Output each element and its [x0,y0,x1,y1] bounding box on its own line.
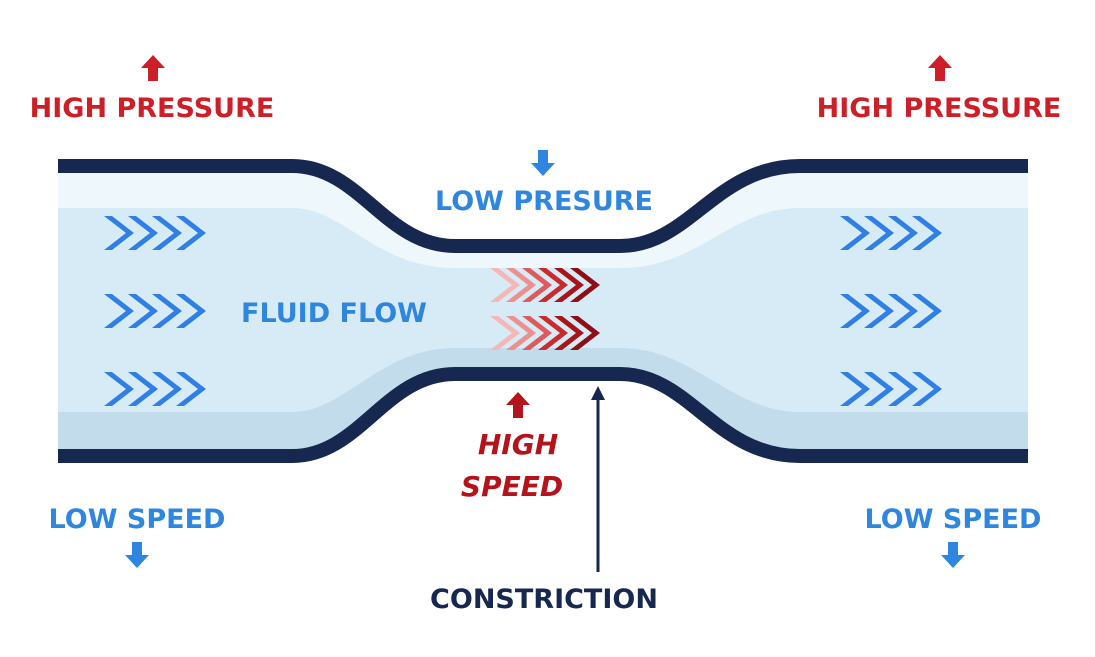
high-pressure-label-right: HIGH PRESSURE [817,93,1062,124]
arrow-up-icon [141,55,165,81]
chevron-right-icon [840,216,870,250]
chevron-right-icon [506,316,536,350]
chevron-right-icon [506,268,536,302]
chevron-right-icon [538,268,568,302]
chevron-right-icon [888,294,918,328]
chevron-right-icon [152,216,182,250]
flow-chevrons-left-top [104,216,206,250]
chevron-right-icon [104,216,134,250]
chevron-right-icon [104,372,134,406]
chevron-right-icon [128,216,158,250]
pipe-wall-top [58,159,1028,253]
chevron-right-icon [128,294,158,328]
chevron-right-icon [176,216,206,250]
chevron-right-icon [176,294,206,328]
chevron-right-icon [912,372,942,406]
arrow-down-icon [941,542,965,568]
chevron-right-icon [522,268,552,302]
chevron-right-icon [176,372,206,406]
flow-chevrons-right-top [840,216,942,250]
chevron-right-icon [152,372,182,406]
chevron-right-icon [538,316,568,350]
flow-chevrons-left-bottom [104,372,206,406]
chevron-right-icon [522,316,552,350]
arrow-down-icon [125,542,149,568]
chevron-right-icon [840,372,870,406]
chevron-right-icon [104,294,134,328]
chevron-right-icon [570,316,600,350]
fluid-body [58,166,1028,456]
chevron-right-icon [152,294,182,328]
high-speed-label-line2: SPEED [461,470,563,503]
fluid-shade-bottom [58,348,1028,449]
chevron-right-icon [888,372,918,406]
flow-chevrons-fast-top [490,268,600,302]
pipe-wall-bottom [58,367,1028,463]
constriction-label: CONSTRICTION [430,584,658,615]
arrow-up-icon [591,386,605,400]
low-speed-label-left: LOW SPEED [49,504,226,535]
arrow-down-icon [531,150,555,176]
high-speed-label-line1: HIGH [478,428,558,461]
chevron-right-icon [554,316,584,350]
chevron-right-icon [864,372,894,406]
low-speed-label-right: LOW SPEED [865,504,1042,535]
chevron-right-icon [490,316,520,350]
flow-chevrons-left-middle [104,294,206,328]
chevron-right-icon [888,216,918,250]
chevron-right-icon [864,294,894,328]
fluid-flow-label: FLUID FLOW [241,298,427,329]
chevron-right-icon [840,294,870,328]
flow-chevrons-fast-bottom [490,316,600,350]
fluid-highlight-top [58,173,1028,268]
chevron-right-icon [490,268,520,302]
chevron-right-icon [128,372,158,406]
flow-chevrons-right-middle [840,294,942,328]
chevron-right-icon [912,294,942,328]
chevron-right-icon [554,268,584,302]
flow-chevrons-right-bottom [840,372,942,406]
chevron-right-icon [570,268,600,302]
low-pressure-label: LOW PRESURE [435,186,653,217]
chevron-right-icon [864,216,894,250]
arrow-up-icon [928,55,952,81]
high-pressure-label-left: HIGH PRESSURE [30,93,275,124]
chevron-right-icon [912,216,942,250]
arrow-up-icon [506,392,530,418]
